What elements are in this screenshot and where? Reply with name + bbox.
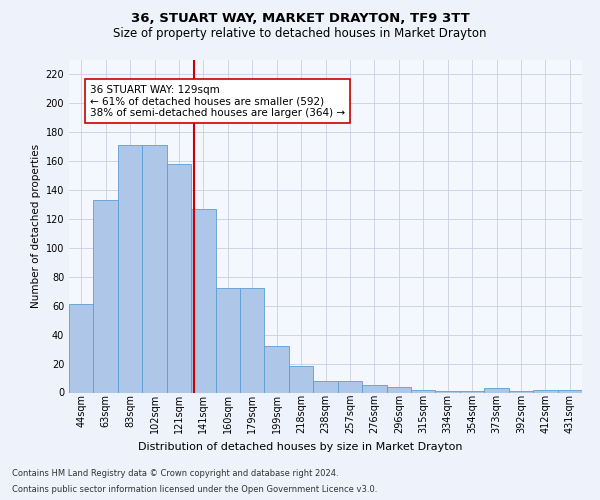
Bar [338, 381, 362, 392]
Bar [191, 209, 215, 392]
Bar [265, 346, 289, 393]
Bar [436, 391, 460, 392]
Bar [362, 386, 386, 392]
Bar [142, 146, 167, 392]
Bar [386, 386, 411, 392]
Bar [533, 390, 557, 392]
Text: 36, STUART WAY, MARKET DRAYTON, TF9 3TT: 36, STUART WAY, MARKET DRAYTON, TF9 3TT [131, 12, 469, 26]
Text: Contains HM Land Registry data © Crown copyright and database right 2024.: Contains HM Land Registry data © Crown c… [12, 468, 338, 477]
Bar [313, 381, 338, 392]
Bar [484, 388, 509, 392]
Y-axis label: Number of detached properties: Number of detached properties [31, 144, 41, 308]
Bar [118, 146, 142, 392]
Text: Contains public sector information licensed under the Open Government Licence v3: Contains public sector information licen… [12, 485, 377, 494]
Bar [509, 391, 533, 392]
Bar [557, 390, 582, 392]
Text: Size of property relative to detached houses in Market Drayton: Size of property relative to detached ho… [113, 28, 487, 40]
Bar [240, 288, 265, 393]
Text: 36 STUART WAY: 129sqm
← 61% of detached houses are smaller (592)
38% of semi-det: 36 STUART WAY: 129sqm ← 61% of detached … [90, 84, 345, 118]
Bar [69, 304, 94, 392]
Bar [289, 366, 313, 392]
Bar [94, 200, 118, 392]
Bar [411, 390, 436, 392]
Bar [167, 164, 191, 392]
Text: Distribution of detached houses by size in Market Drayton: Distribution of detached houses by size … [138, 442, 462, 452]
Bar [460, 391, 484, 392]
Bar [215, 288, 240, 393]
